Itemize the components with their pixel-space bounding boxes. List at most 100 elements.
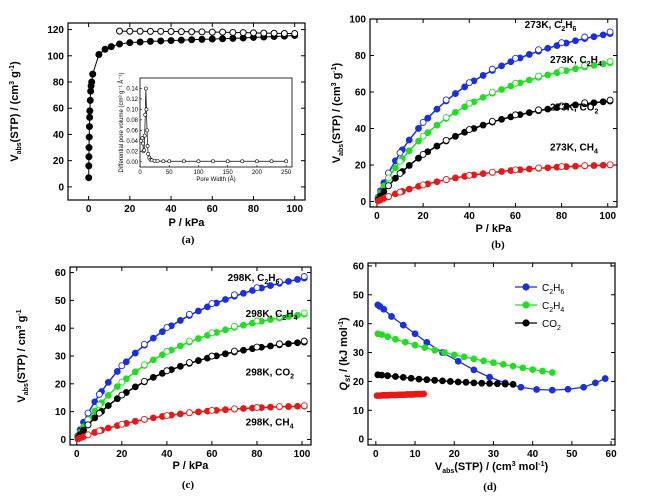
desorption-point bbox=[208, 406, 216, 414]
qst-point bbox=[462, 378, 470, 386]
inset-x-label: Pore Width (Å) bbox=[196, 176, 235, 183]
x-label-main: V bbox=[435, 461, 443, 473]
adsorption-point bbox=[222, 406, 229, 414]
inset-point bbox=[140, 136, 145, 141]
inset-x-tick-label: 150 bbox=[223, 170, 234, 176]
adsorption-point bbox=[107, 43, 115, 51]
desorption-point bbox=[396, 188, 404, 196]
y-label-end: ) bbox=[9, 61, 21, 65]
x-label-rest: (STP) / (cm bbox=[454, 461, 512, 473]
desorption-point bbox=[280, 29, 288, 37]
qst-point bbox=[384, 333, 392, 341]
x-tick-label: 20 bbox=[418, 211, 430, 222]
desorption-point bbox=[558, 39, 566, 47]
inset-point bbox=[161, 159, 166, 164]
adsorption-point bbox=[91, 414, 99, 422]
adsorption-point bbox=[590, 99, 598, 107]
desorption-point bbox=[84, 421, 92, 429]
qst-point bbox=[407, 374, 415, 382]
desorption-point bbox=[140, 377, 148, 385]
adsorption-point bbox=[285, 403, 292, 410]
desorption-point bbox=[442, 114, 450, 122]
adsorption-point bbox=[222, 326, 229, 334]
adsorption-point bbox=[85, 123, 93, 131]
y-label-mid: g bbox=[16, 316, 28, 326]
qst-point bbox=[539, 367, 546, 375]
desorption-point bbox=[419, 132, 427, 140]
desorption-point bbox=[606, 161, 614, 169]
series-annotation: 273K, C2H6 bbox=[525, 20, 577, 33]
adsorption-point bbox=[85, 144, 93, 152]
desorption-point bbox=[163, 367, 171, 375]
qst-point bbox=[480, 357, 488, 365]
inset-y-tick-label: 0.10 bbox=[126, 107, 138, 113]
adsorption-point bbox=[198, 35, 206, 43]
inset-y-tick-label: 0.00 bbox=[126, 160, 138, 166]
desorption-point bbox=[229, 28, 237, 36]
y-label-sup: -1 bbox=[9, 65, 16, 71]
legend-label: C2H6 bbox=[542, 283, 564, 296]
x-label-sup: 3 bbox=[512, 461, 516, 468]
adsorption-point bbox=[113, 395, 121, 403]
adsorption-point bbox=[452, 132, 459, 140]
adsorption-point bbox=[203, 303, 211, 311]
adsorption-point bbox=[131, 417, 139, 425]
inset-point bbox=[142, 133, 147, 138]
adsorption-point bbox=[86, 96, 94, 104]
panel-a: 0 20 40 60 80 100 0 20 40 60 80 100 120 (a) Vabs(STP) … bbox=[9, 22, 306, 246]
adsorption-point bbox=[572, 65, 579, 73]
qst-point bbox=[564, 385, 572, 393]
qst-point bbox=[421, 344, 429, 352]
x-axis-label: P / kPa bbox=[173, 460, 210, 472]
inset-y-tick-label: 0.08 bbox=[126, 118, 138, 124]
desorption-point bbox=[300, 309, 308, 317]
desorption-point bbox=[488, 65, 496, 73]
adsorption-point bbox=[433, 142, 441, 150]
adsorption-point bbox=[85, 153, 93, 161]
desorption-point bbox=[419, 181, 427, 189]
adsorption-point bbox=[525, 165, 533, 173]
x-label-sup: -1 bbox=[538, 461, 544, 468]
adsorption-point bbox=[149, 414, 157, 422]
adsorption-point bbox=[572, 101, 579, 109]
y-tick-label: 60 bbox=[355, 88, 367, 99]
plot-frame bbox=[369, 18, 618, 208]
desorption-point bbox=[140, 415, 148, 423]
desorption-point bbox=[118, 420, 126, 428]
legend-text: C bbox=[542, 283, 549, 294]
adsorption-point bbox=[222, 296, 229, 303]
inset-point bbox=[143, 86, 148, 91]
inset-point bbox=[146, 152, 151, 156]
series-label-text: H bbox=[565, 20, 572, 31]
qst-point bbox=[450, 351, 458, 359]
qst-point bbox=[399, 321, 407, 329]
adsorption-point bbox=[157, 37, 165, 45]
series-annotation: 298K, C2H4 bbox=[246, 309, 298, 322]
series-label-sub: 4 bbox=[594, 148, 598, 155]
adsorption-point bbox=[122, 358, 130, 366]
y-label-main: Q bbox=[338, 382, 350, 391]
series-label-text: 273K, CH bbox=[550, 142, 594, 153]
x-tick-label: 80 bbox=[251, 449, 263, 460]
y-tick-label: 40 bbox=[355, 124, 367, 135]
desorption-point bbox=[146, 27, 154, 35]
legend-text: H bbox=[553, 283, 560, 294]
plot-frame bbox=[67, 22, 306, 201]
desorption-point bbox=[230, 291, 238, 299]
desorption-point bbox=[385, 182, 392, 190]
desorption-point bbox=[535, 164, 542, 172]
y-tick-label: 10 bbox=[55, 407, 67, 418]
legend-text: CO bbox=[542, 319, 557, 330]
y-label-main: V bbox=[9, 154, 21, 162]
legend-sub: 2 bbox=[549, 289, 553, 296]
series-label-sub: 2 bbox=[561, 26, 565, 33]
adsorption-point bbox=[424, 129, 432, 137]
y-label-sub: abs bbox=[23, 383, 30, 395]
adsorption-point bbox=[267, 282, 274, 289]
desorption-point bbox=[300, 337, 308, 345]
adsorption-point bbox=[158, 328, 166, 336]
adsorption-point bbox=[240, 346, 247, 354]
series-annotation: 273K, CO2 bbox=[550, 102, 598, 115]
adsorption-point bbox=[116, 40, 124, 48]
adsorption-point bbox=[113, 383, 121, 390]
